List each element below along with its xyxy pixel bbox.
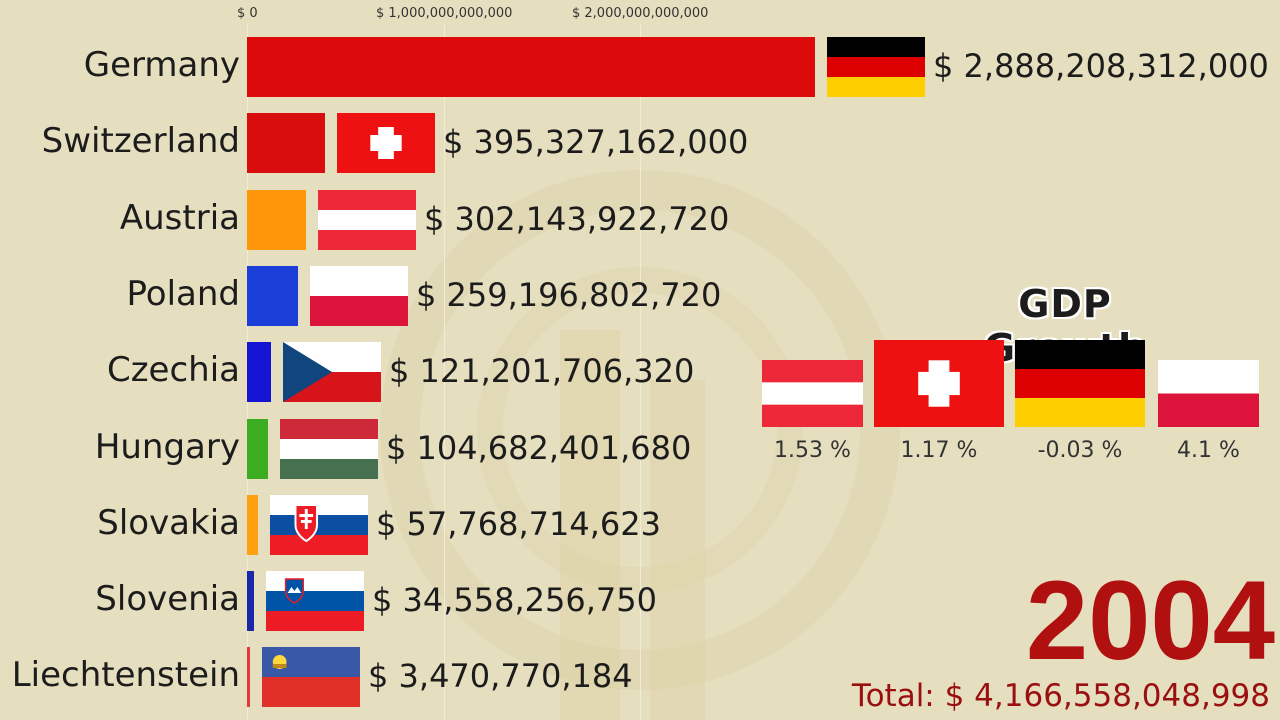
bar-switzerland bbox=[247, 113, 325, 173]
liechtenstein-flag-icon bbox=[262, 647, 360, 707]
bar-value-label: $ 104,682,401,680 bbox=[386, 429, 692, 467]
country-label: Czechia bbox=[106, 350, 240, 390]
gridline bbox=[640, 24, 641, 720]
bar-hungary bbox=[247, 419, 268, 479]
germany-flag-icon bbox=[1015, 340, 1145, 427]
bar-slovenia bbox=[247, 571, 254, 631]
bar-value-label: $ 2,888,208,312,000 bbox=[933, 47, 1269, 85]
bar-germany bbox=[247, 37, 815, 97]
bar-value-label: $ 121,201,706,320 bbox=[389, 352, 695, 390]
x-tick-label: $ 0 bbox=[237, 6, 258, 21]
bar-poland bbox=[247, 266, 298, 326]
bar-value-label: $ 57,768,714,623 bbox=[376, 505, 661, 543]
country-label: Slovenia bbox=[95, 579, 240, 619]
country-label: Hungary bbox=[94, 427, 240, 467]
slovenia-flag-icon bbox=[266, 571, 364, 631]
bar-value-label: $ 395,327,162,000 bbox=[443, 123, 749, 161]
bar-austria bbox=[247, 190, 306, 250]
bar-value-label: $ 259,196,802,720 bbox=[416, 276, 722, 314]
germany-flag-icon bbox=[827, 37, 925, 97]
czechia-flag-icon bbox=[283, 342, 381, 402]
austria-flag-icon bbox=[318, 190, 416, 250]
gdp-growth-value: 1.53 % bbox=[774, 438, 851, 463]
gdp-growth-value: 1.17 % bbox=[900, 438, 978, 463]
slovakia-flag-icon bbox=[270, 495, 368, 555]
poland-flag-icon bbox=[310, 266, 408, 326]
poland-flag-icon bbox=[1158, 360, 1259, 427]
bar-czechia bbox=[247, 342, 271, 402]
x-tick-label: $ 1,000,000,000,000 bbox=[376, 6, 513, 21]
gdp-growth-value: 4.1 % bbox=[1177, 438, 1240, 463]
x-tick-label: $ 2,000,000,000,000 bbox=[572, 6, 709, 21]
country-label: Slovakia bbox=[97, 503, 240, 543]
bar-value-label: $ 34,558,256,750 bbox=[372, 581, 657, 619]
gdp-growth-value: -0.03 % bbox=[1037, 438, 1123, 463]
total-gdp-label: Total: $ 4,166,558,048,998 bbox=[851, 678, 1270, 714]
switzerland-flag-icon bbox=[337, 113, 435, 173]
switzerland-flag-icon bbox=[874, 340, 1004, 427]
country-label: Poland bbox=[126, 274, 240, 314]
bar-value-label: $ 3,470,770,184 bbox=[368, 657, 633, 695]
gridline bbox=[444, 24, 445, 720]
bar-slovakia bbox=[247, 495, 258, 555]
hungary-flag-icon bbox=[280, 419, 378, 479]
country-label: Switzerland bbox=[41, 121, 240, 161]
year-label: 2004 bbox=[1025, 558, 1275, 683]
bar-value-label: $ 302,143,922,720 bbox=[424, 200, 730, 238]
country-label: Germany bbox=[83, 45, 240, 85]
country-label: Austria bbox=[119, 198, 240, 238]
austria-flag-icon bbox=[762, 360, 863, 427]
bar-liechtenstein bbox=[247, 647, 250, 707]
country-label: Liechtenstein bbox=[11, 655, 240, 695]
